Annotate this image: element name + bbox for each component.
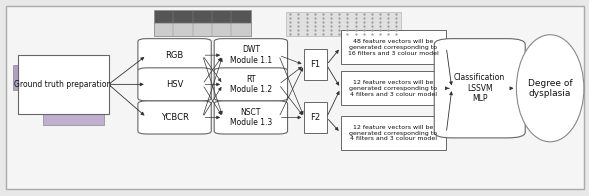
Bar — [305, 102, 326, 133]
Text: 12 feature vectors will be
generated corresponding to
4 filters and 3 colour mod: 12 feature vectors will be generated cor… — [349, 80, 438, 97]
Text: 12 feature vectors will be
generated corresponding to
4 filters and 3 colour mod: 12 feature vectors will be generated cor… — [349, 125, 438, 141]
FancyBboxPatch shape — [214, 39, 287, 72]
Bar — [340, 116, 446, 150]
Bar — [286, 12, 401, 36]
Text: RGB: RGB — [166, 51, 184, 60]
Text: NSCT
Module 1.3: NSCT Module 1.3 — [230, 108, 272, 127]
FancyBboxPatch shape — [138, 39, 211, 72]
Text: RT
Module 1.2: RT Module 1.2 — [230, 75, 272, 94]
Bar — [305, 49, 326, 81]
Text: F1: F1 — [310, 60, 320, 69]
Bar — [154, 23, 251, 36]
Text: DWT
Module 1.1: DWT Module 1.1 — [230, 45, 272, 65]
Text: Classification
LSSVM
MLP: Classification LSSVM MLP — [454, 73, 505, 103]
Text: Degree of
dysplasia: Degree of dysplasia — [528, 79, 573, 98]
Bar — [13, 65, 75, 90]
Bar — [340, 30, 446, 64]
Ellipse shape — [517, 35, 584, 142]
FancyBboxPatch shape — [434, 39, 525, 138]
FancyBboxPatch shape — [6, 5, 584, 190]
Text: HSV: HSV — [166, 80, 183, 89]
FancyBboxPatch shape — [138, 68, 211, 101]
Text: 48 feature vectors will be
generated corresponding to
16 filters and 3 colour mo: 48 feature vectors will be generated cor… — [348, 39, 439, 56]
FancyBboxPatch shape — [214, 101, 287, 134]
Bar — [340, 71, 446, 105]
Text: F2: F2 — [310, 113, 320, 122]
FancyBboxPatch shape — [214, 68, 287, 101]
Bar — [42, 100, 104, 125]
Bar — [154, 10, 251, 36]
FancyBboxPatch shape — [138, 101, 211, 134]
Bar — [18, 55, 108, 113]
Text: YCBCR: YCBCR — [161, 113, 188, 122]
Bar — [154, 10, 251, 23]
Text: Ground truth preparation: Ground truth preparation — [14, 80, 112, 89]
Bar — [28, 83, 90, 108]
